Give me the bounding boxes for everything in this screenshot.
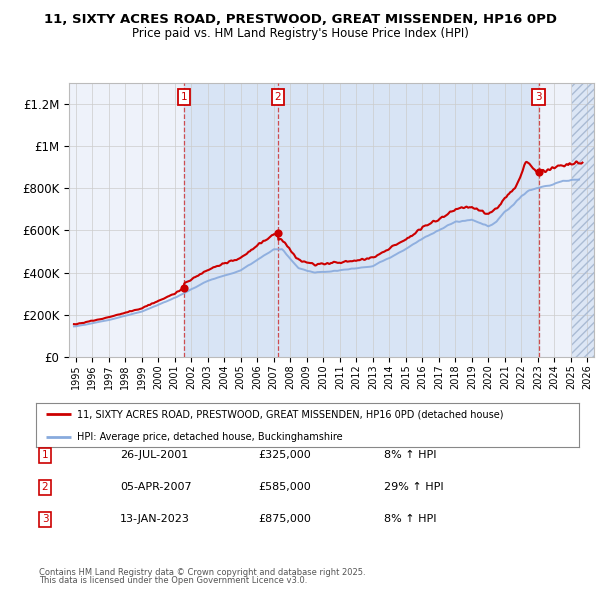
Text: £875,000: £875,000 (258, 514, 311, 524)
Text: 1: 1 (181, 93, 187, 103)
Text: 13-JAN-2023: 13-JAN-2023 (120, 514, 190, 524)
Point (179, 284, 189, 293)
Text: 1: 1 (41, 451, 49, 460)
Text: 3: 3 (535, 93, 542, 103)
Text: HPI: Average price, detached house, Buckinghamshire: HPI: Average price, detached house, Buck… (77, 432, 343, 442)
Text: 11, SIXTY ACRES ROAD, PRESTWOOD, GREAT MISSENDEN, HP16 0PD (detached house): 11, SIXTY ACRES ROAD, PRESTWOOD, GREAT M… (77, 409, 503, 419)
Text: 8% ↑ HPI: 8% ↑ HPI (384, 514, 437, 524)
Text: £585,000: £585,000 (258, 483, 311, 492)
Text: 2: 2 (41, 483, 49, 492)
Text: 11, SIXTY ACRES ROAD, PRESTWOOD, GREAT MISSENDEN, HP16 0PD: 11, SIXTY ACRES ROAD, PRESTWOOD, GREAT M… (44, 13, 557, 26)
Text: This data is licensed under the Open Government Licence v3.0.: This data is licensed under the Open Gov… (39, 576, 307, 585)
Bar (572, 83, 598, 357)
Point (273, 229, 283, 238)
Text: 8% ↑ HPI: 8% ↑ HPI (384, 451, 437, 460)
Text: 2: 2 (275, 93, 281, 103)
Text: Contains HM Land Registry data © Crown copyright and database right 2025.: Contains HM Land Registry data © Crown c… (39, 568, 365, 577)
Text: 05-APR-2007: 05-APR-2007 (120, 483, 191, 492)
Bar (572, 83, 598, 357)
Point (534, 168, 544, 177)
Text: 3: 3 (41, 514, 49, 524)
Text: 29% ↑ HPI: 29% ↑ HPI (384, 483, 443, 492)
Text: £325,000: £325,000 (258, 451, 311, 460)
Bar (184, 83, 539, 357)
Text: Price paid vs. HM Land Registry's House Price Index (HPI): Price paid vs. HM Land Registry's House … (131, 27, 469, 40)
Text: 26-JUL-2001: 26-JUL-2001 (120, 451, 188, 460)
